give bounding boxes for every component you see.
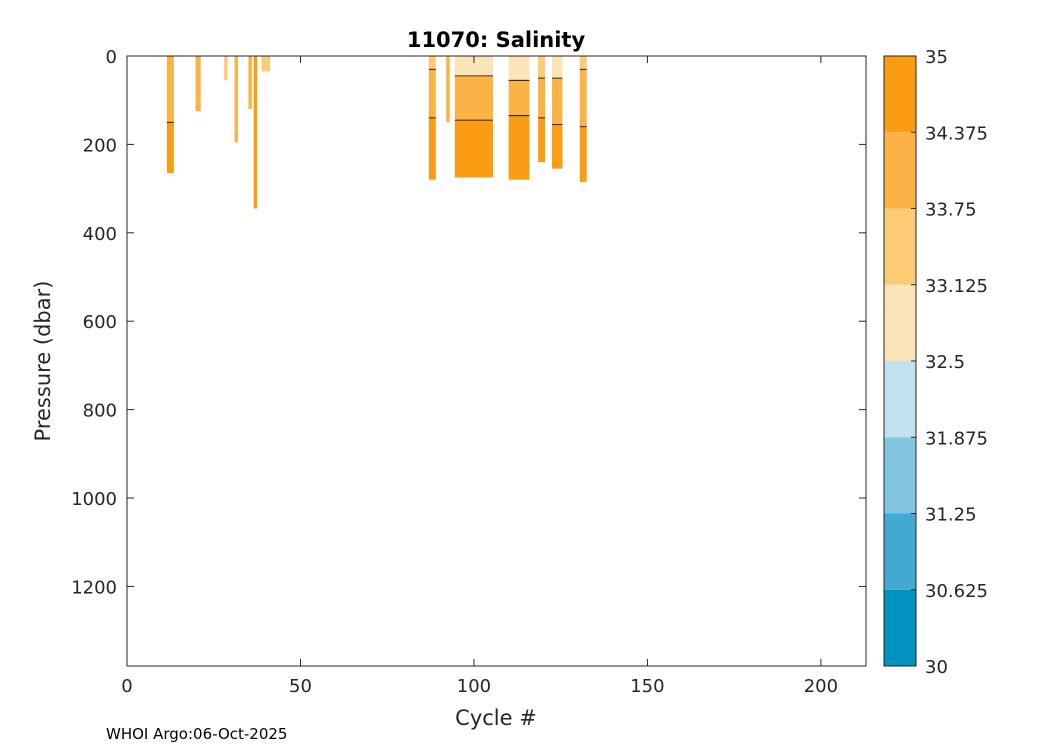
colorbar-tick-label-2: 31.25 [925, 505, 977, 526]
profile-1-layer-0 [195, 56, 201, 112]
x-tick-label-50: 50 [289, 676, 312, 697]
profile-6-layer-0 [261, 56, 271, 72]
profile-12-layer-1 [552, 78, 563, 125]
colorbar-level-6 [884, 132, 916, 209]
chart-title: 11070: Salinity [407, 28, 586, 52]
colorbar-level-0 [884, 589, 916, 666]
colorbar-tick-label-5: 33.125 [925, 276, 988, 297]
y-tick-label-1000: 1000 [71, 489, 117, 510]
x-axis-label: Cycle # [455, 706, 537, 730]
x-axis-ticks: 0 50 100 150 200 [121, 56, 838, 697]
plot-background [127, 56, 866, 666]
profile-7-layer-0 [428, 56, 436, 70]
y-tick-label-1200: 1200 [71, 577, 117, 598]
profile-9-layer-0 [454, 56, 494, 76]
profile-13-layer-2 [579, 126, 587, 182]
colorbar-level-2 [884, 437, 916, 514]
profile-5-layer-0 [253, 56, 258, 209]
y-axis-ticks: 0 200 400 600 800 1000 1200 [71, 47, 866, 598]
x-tick-label-200: 200 [804, 676, 838, 697]
colorbar-tick-label-6: 33.75 [925, 200, 977, 221]
y-axis-label: Pressure (dbar) [31, 281, 55, 442]
colorbar: 30 30.625 31.25 31.875 32.5 33.125 33.75 34.375… [883, 47, 988, 678]
profile-11-layer-0 [538, 56, 546, 79]
plot-area: 0 50 100 150 200 0 200 400 600 800 1000 1200 [71, 47, 867, 697]
y-tick-label-0: 0 [106, 47, 117, 68]
colorbar-level-5 [884, 208, 916, 285]
colorbar-tick-label-3: 31.875 [925, 428, 988, 449]
colorbar-level-3 [884, 361, 916, 438]
y-tick-label-800: 800 [83, 401, 117, 422]
profile-0-layer-1 [166, 122, 174, 174]
colorbar-tick-label-7: 34.375 [925, 123, 988, 144]
colorbar-tick-label-4: 32.5 [925, 352, 965, 373]
plot-frame [126, 55, 867, 667]
profile-8-layer-0 [446, 56, 450, 123]
profile-4-layer-0 [248, 56, 252, 110]
profile-12-layer-2 [552, 124, 563, 169]
y-tick-label-200: 200 [83, 135, 117, 156]
profile-13-layer-1 [579, 69, 587, 127]
y-tick-label-600: 600 [83, 312, 117, 333]
colorbar-level-7 [884, 56, 916, 133]
profile-7-layer-2 [428, 117, 436, 180]
x-tick-label-150: 150 [630, 676, 664, 697]
profile-9-layer-2 [454, 120, 494, 178]
x-tick-label-100: 100 [457, 676, 491, 697]
colorbar-tick-label-1: 30.625 [925, 581, 988, 602]
profile-7-layer-1 [428, 69, 436, 118]
contour-lines [166, 68, 587, 128]
profile-9-layer-1 [454, 75, 494, 121]
profile-3-layer-0 [234, 56, 239, 143]
profile-11-layer-1 [538, 78, 546, 118]
colorbar-level-1 [884, 513, 916, 590]
profile-11-layer-2 [538, 117, 546, 163]
footer-credit: WHOI Argo:06-Oct-2025 [106, 725, 288, 743]
profile-12-layer-0 [552, 56, 563, 79]
profile-bars [166, 56, 587, 209]
colorbar-tick-label-0: 30 [925, 657, 948, 678]
profile-10-layer-2 [508, 115, 530, 180]
y-tick-label-400: 400 [83, 224, 117, 245]
profile-10-layer-1 [508, 80, 530, 116]
x-tick-label-0: 0 [121, 676, 132, 697]
profile-13-layer-0 [579, 56, 587, 70]
profile-0-layer-0 [166, 56, 174, 123]
profile-2-layer-0 [224, 56, 228, 81]
colorbar-level-4 [884, 284, 916, 361]
colorbar-tick-label-8: 35 [925, 47, 948, 68]
profile-10-layer-0 [508, 56, 530, 81]
